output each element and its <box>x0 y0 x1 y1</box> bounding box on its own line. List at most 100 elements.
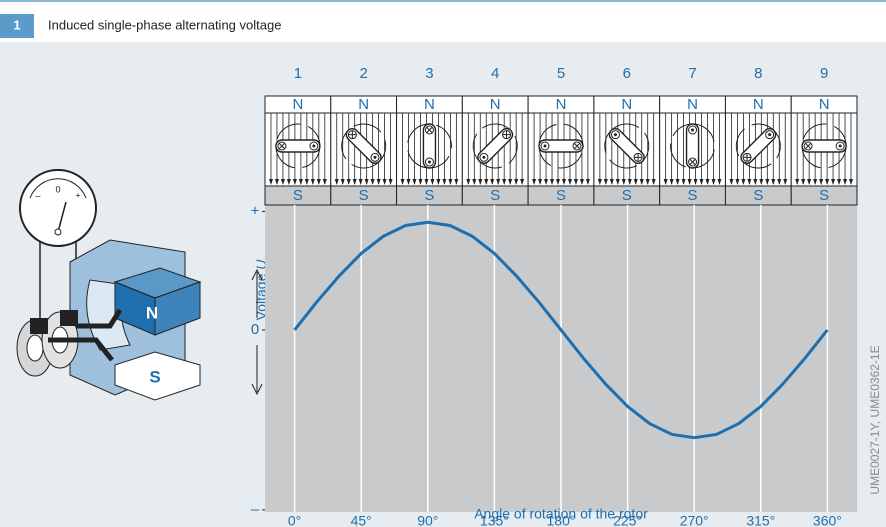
meter-tick: + <box>75 190 80 200</box>
field-arrow <box>322 179 327 185</box>
field-arrow <box>639 179 644 185</box>
x-tick-label: 225° <box>613 513 642 527</box>
header <box>0 2 886 42</box>
y-tick-label: 0 <box>251 321 259 338</box>
field-arrow <box>753 179 758 185</box>
field-arrow <box>340 179 345 185</box>
position-number: 6 <box>623 65 631 82</box>
field-arrow <box>502 179 507 185</box>
field-arrow <box>609 179 614 185</box>
field-arrow <box>520 179 525 185</box>
field-arrow <box>633 179 638 185</box>
field-arrow <box>813 179 818 185</box>
field-arrow <box>651 179 656 185</box>
field-arrow <box>783 179 788 185</box>
x-tick-label: 45° <box>351 513 372 527</box>
rotor-loop <box>275 139 321 153</box>
field-arrow <box>274 179 279 185</box>
conductor-dot <box>543 144 547 148</box>
field-arrow <box>747 179 752 185</box>
generator-illustration: – 0 + N S <box>16 169 202 401</box>
rotor <box>341 123 387 169</box>
meter-tick: 0 <box>55 184 60 194</box>
conductor-dot <box>427 160 431 164</box>
field-arrow <box>675 179 680 185</box>
north-pole-label: N <box>753 96 764 113</box>
field-arrow <box>304 179 309 185</box>
x-tick-label: 90° <box>417 513 438 527</box>
rotor-loop <box>538 139 584 153</box>
field-arrow <box>717 179 722 185</box>
rotor <box>406 123 452 169</box>
north-pole-label: N <box>292 96 303 113</box>
field-arrow <box>298 179 303 185</box>
y-tick-label: – <box>251 501 260 518</box>
conductor-cross <box>742 153 752 162</box>
position-number: 3 <box>425 65 433 82</box>
field-arrow <box>406 179 411 185</box>
north-pole-label: N <box>819 96 830 113</box>
field-arrow <box>268 179 273 185</box>
field-arrow <box>579 179 584 185</box>
conductor-cross <box>348 130 357 139</box>
rotor <box>472 123 518 169</box>
field-arrow <box>370 179 375 185</box>
south-pole-label: S <box>819 187 829 204</box>
field-arrow <box>621 179 626 185</box>
field-arrow <box>436 179 441 185</box>
north-label: N <box>146 303 158 322</box>
field-arrow <box>442 179 447 185</box>
rotor-loop <box>422 123 437 169</box>
north-pole-label: N <box>490 96 501 113</box>
north-pole-label: N <box>621 96 632 113</box>
rotor <box>538 123 584 169</box>
south-pole-label: S <box>424 187 434 204</box>
north-pole-label: N <box>687 96 698 113</box>
field-arrow <box>472 179 477 185</box>
south-pole <box>790 185 858 206</box>
north-pole-label: N <box>424 96 435 113</box>
field-arrow <box>484 179 489 185</box>
field-arrow <box>807 179 812 185</box>
field-arrow <box>346 179 351 185</box>
rotor <box>604 123 650 169</box>
field-arrow <box>585 179 590 185</box>
position-number: 9 <box>820 65 828 82</box>
north-pole-label: N <box>358 96 369 113</box>
rotor <box>275 123 321 169</box>
voltage-curve <box>293 220 829 440</box>
rotor-loop <box>685 123 700 169</box>
field-arrow <box>418 179 423 185</box>
field-arrow <box>466 179 471 185</box>
field-arrow <box>280 179 285 185</box>
field-arrow <box>496 179 501 185</box>
figure-number: 1 <box>13 17 20 32</box>
polarity-arrows <box>251 268 263 396</box>
conductor-dot <box>482 155 486 159</box>
x-axis-label: Angle of rotation of the rotor <box>474 506 648 522</box>
field-arrow <box>310 179 315 185</box>
credit: UME0027-1Y, UME0362-1E <box>868 345 882 494</box>
position-number: 1 <box>294 65 302 82</box>
field-arrow <box>627 179 632 185</box>
y-axis-symbol: U <box>253 259 269 270</box>
position-number: 5 <box>557 65 565 82</box>
south-pole-label: S <box>688 187 698 204</box>
field-arrow <box>550 179 555 185</box>
field-arrow <box>693 179 698 185</box>
position-number: 4 <box>491 65 499 82</box>
south-pole-label: S <box>293 187 303 204</box>
rotor-loop <box>801 139 847 153</box>
field-arrow <box>382 179 387 185</box>
y-tick-label: + <box>251 202 260 219</box>
field-arrow <box>729 179 734 185</box>
field-arrow <box>597 179 602 185</box>
south-label: S <box>149 367 160 386</box>
south-pole-label: S <box>490 187 500 204</box>
field-arrow <box>771 179 776 185</box>
conductor-cross <box>804 142 812 150</box>
meter-tick: – <box>35 190 40 200</box>
field-arrow <box>286 179 291 185</box>
field-arrow <box>741 179 746 185</box>
top-rule <box>0 0 886 2</box>
